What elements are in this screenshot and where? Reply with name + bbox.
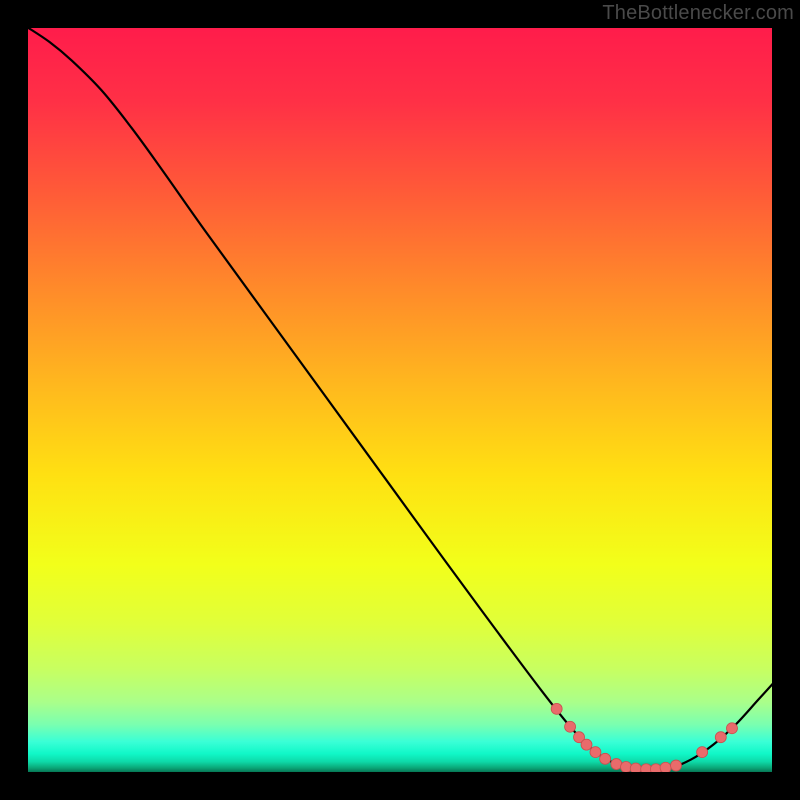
- data-marker: [671, 760, 682, 771]
- data-marker: [600, 753, 611, 764]
- data-marker: [621, 762, 632, 773]
- data-marker: [581, 739, 592, 750]
- watermark-label: TheBottlenecker.com: [602, 2, 794, 24]
- data-marker: [565, 721, 576, 732]
- data-marker: [660, 762, 671, 773]
- data-marker: [726, 723, 737, 734]
- data-marker: [611, 759, 622, 770]
- chart-container: TheBottlenecker.com: [0, 0, 800, 800]
- data-marker: [715, 732, 726, 743]
- data-marker: [697, 747, 708, 758]
- data-marker: [551, 703, 562, 714]
- data-marker: [590, 747, 601, 758]
- bottleneck-chart: [0, 0, 800, 800]
- watermark-text: TheBottlenecker.com: [602, 2, 794, 25]
